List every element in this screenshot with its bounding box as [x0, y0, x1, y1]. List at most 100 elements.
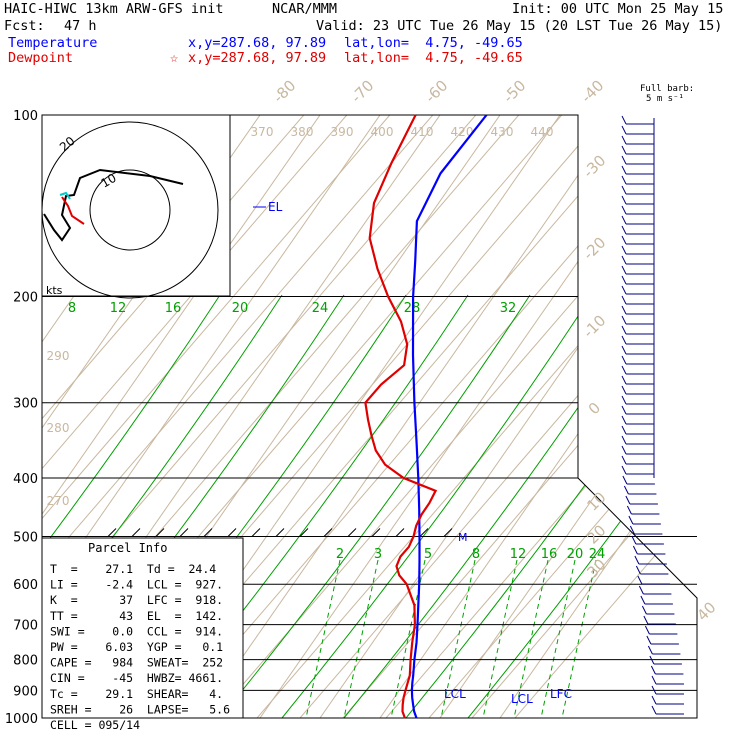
hatch-mark — [395, 528, 405, 537]
isotherm-line — [417, 115, 697, 718]
isotherm-label: 0 — [585, 399, 604, 418]
wind-barb-flag — [625, 495, 631, 505]
wind-barb-flag — [621, 315, 627, 325]
wind-barb-flag — [621, 415, 627, 425]
isotherm-label: -20 — [579, 233, 609, 263]
hodograph-ring-outer — [41, 121, 219, 299]
fcst-label: Fcst: — [4, 18, 45, 34]
hatch-mark — [155, 528, 165, 537]
wind-barb-flag — [621, 345, 627, 355]
isotherm-line — [245, 115, 697, 718]
model-title: HAIC-HIWC 13km ARW-GFS init — [4, 1, 224, 17]
mixing-ratio-label: 24 — [312, 301, 329, 316]
mixing-ratio-label: 12 — [510, 547, 527, 562]
hodograph-ring-inner — [89, 169, 171, 251]
mixing-ratio-label: 24 — [589, 547, 606, 562]
theta-label: 430 — [491, 125, 514, 139]
mixing-ratio-label: 3 — [374, 547, 382, 562]
dry-adiabat-line — [319, 115, 697, 718]
isotherm-label: 20 — [583, 521, 609, 547]
wind-barb-flag — [647, 645, 653, 655]
isotherm-line — [42, 115, 348, 718]
temperature-legend: Temperature — [8, 35, 98, 51]
wind-barb-flag — [621, 395, 627, 405]
wind-barb-flag — [621, 155, 627, 165]
wind-barb-flag — [621, 405, 627, 415]
wind-barb-flag — [637, 575, 643, 585]
wind-barb-flag — [622, 475, 628, 485]
wind-barb-flag — [621, 185, 627, 195]
pressure-tick-label: 400 — [13, 472, 38, 487]
mixing-ratio-line — [305, 559, 341, 719]
theta-label: 290 — [47, 349, 70, 363]
theta-label: 390 — [331, 125, 354, 139]
mixing-ratio-label: 8 — [68, 301, 76, 316]
wind-barb-flag — [621, 285, 627, 295]
mixing-ratio-label: 16 — [165, 301, 182, 316]
wind-barb-flag — [621, 325, 627, 335]
wind-barb-flag — [651, 685, 657, 695]
hatch-mark — [419, 528, 429, 537]
wind-barb-flag — [629, 525, 635, 535]
hatch-mark — [227, 528, 237, 537]
dewpoint-profile — [364, 114, 438, 719]
theta-label: 370 — [251, 125, 274, 139]
pressure-tick-label: 800 — [13, 654, 38, 669]
theta-label: 280 — [47, 421, 70, 435]
parcel-info-row: K = 37 LFC = 918. — [50, 593, 223, 607]
isotherm-label: -80 — [269, 76, 299, 106]
mixing-ratio-label: 32 — [500, 301, 517, 316]
hodograph-frame — [41, 114, 231, 297]
temperature-latlon: lat,lon= 4.75, -49.65 — [344, 35, 523, 51]
wind-barb-flag — [621, 355, 627, 365]
wind-barb-flag — [626, 505, 632, 515]
wind-barb-flag — [623, 485, 629, 495]
parcel-info-box — [41, 537, 244, 719]
hodograph-ring-label: 10 — [99, 171, 119, 191]
theta-label: 270 — [47, 494, 70, 508]
dry-adiabat-line — [42, 115, 381, 718]
isotherm-line — [42, 115, 434, 718]
theta-label: 410 — [411, 125, 434, 139]
wind-barb-flag — [640, 595, 646, 605]
wind-barb-flag — [621, 435, 627, 445]
dewpoint-latlon: lat,lon= 4.75, -49.65 — [344, 50, 523, 66]
isotherm-line — [331, 115, 697, 718]
hatch-mark — [251, 528, 261, 537]
isotherm-line — [288, 115, 697, 718]
isotherm-label: -30 — [579, 151, 609, 181]
pressure-tick-label: 900 — [13, 684, 38, 699]
hodograph-units: kts — [46, 284, 63, 297]
wind-barb-flag — [651, 695, 657, 705]
parcel-info-row: PW = 6.03 YGP = 0.1 — [50, 640, 223, 654]
dewpoint-marker-icon: ☆ — [170, 50, 179, 66]
wind-barb-flag — [621, 295, 627, 305]
wind-barb-flag — [621, 365, 627, 375]
wind-barb-flag — [621, 145, 627, 155]
moist-adiabat-line — [405, 294, 697, 718]
dewpoint-xy: x,y=287.68, 97.89 — [188, 50, 327, 66]
parcel-info-row: TT = 43 EL = 142. — [50, 609, 223, 623]
pressure-tick-label: 500 — [13, 530, 38, 545]
isotherm-label: -60 — [421, 76, 451, 106]
isotherm-label: -50 — [499, 76, 529, 106]
wind-barb-flag — [649, 655, 655, 665]
lfc-label: LFC — [550, 687, 572, 701]
isotherm-label: -40 — [577, 76, 607, 106]
pressure-tick-label: 600 — [13, 578, 38, 593]
barb-legend-unit: 5 m s⁻¹ — [646, 94, 684, 104]
pressure-tick-label: 1000 — [5, 712, 38, 727]
wind-barb-flag — [635, 565, 641, 575]
wind-barb-flag — [621, 465, 627, 475]
dry-adiabat-line — [42, 115, 321, 718]
isotherm-label: 10 — [583, 488, 609, 514]
isotherm-label: -10 — [579, 311, 609, 341]
dewpoint-legend: Dewpoint — [8, 50, 74, 66]
wind-barb-flag — [621, 245, 627, 255]
dry-adiabat-line — [499, 115, 697, 718]
wind-barb-flag — [651, 675, 657, 685]
parcel-info-row: CAPE = 984 SWEAT= 252 — [50, 656, 223, 670]
wind-barb-flag — [621, 125, 627, 135]
temperature-xy: x,y=287.68, 97.89 — [188, 35, 327, 51]
init-time: Init: 00 UTC Mon 25 May 15 — [512, 1, 724, 17]
